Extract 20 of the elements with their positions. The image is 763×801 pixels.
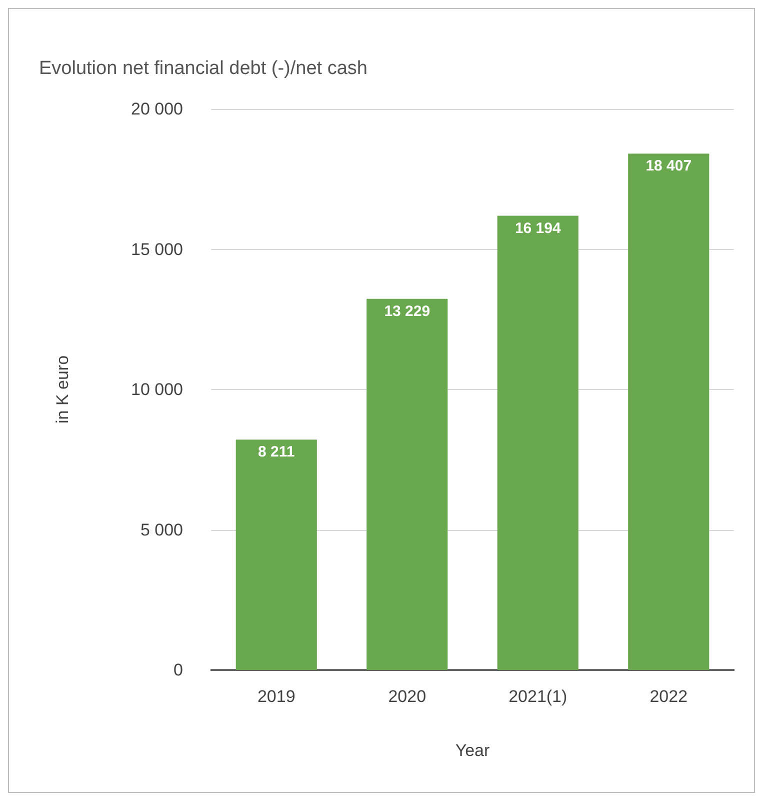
y-axis-title: in K euro [53,355,72,424]
bar [236,440,317,670]
data-label: 8 211 [258,444,295,461]
y-tick-label: 15 000 [131,240,183,259]
x-tick-label: 2022 [650,687,688,706]
chart-title: Evolution net financial debt (-)/net cash [39,58,368,79]
x-tick-label: 2021(1) [508,687,568,706]
y-tick-label: 20 000 [131,100,183,118]
y-tick-label: 0 [174,660,183,680]
data-label: 18 407 [646,158,692,175]
x-tick-label: 2020 [388,687,426,706]
x-tick-label: 2019 [257,687,296,706]
bar [497,216,578,670]
data-label: 13 229 [384,302,430,320]
x-axis-title: Year [455,741,490,760]
bar [628,154,710,670]
y-tick-label: 5 000 [140,520,183,540]
y-tick-label: 10 000 [131,380,183,399]
data-label: 16 194 [514,220,562,237]
bar [366,298,448,670]
